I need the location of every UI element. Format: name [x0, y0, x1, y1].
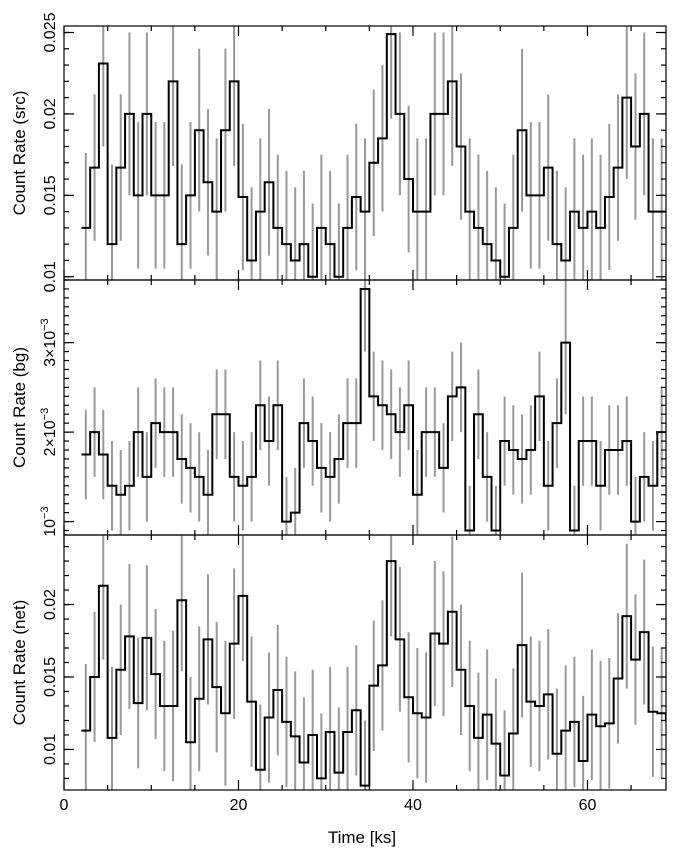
error-bars-src [84, 26, 663, 280]
y-tick-label: 0.015 [42, 175, 59, 215]
x-tick-label: 0 [60, 797, 69, 814]
x-tick-label: 40 [404, 797, 422, 814]
y-axis-label-bg: Count Rate (bg) [10, 347, 29, 468]
x-axis-label: Time [ks] [328, 828, 396, 847]
step-histogram-bg [81, 287, 666, 532]
x-tick-label: 20 [230, 797, 248, 814]
x-tick-label: 60 [579, 797, 597, 814]
y-tick-label: 0.01 [42, 261, 59, 292]
y-tick-label: 0.025 [42, 12, 59, 52]
y-tick-label: 2×10−3 [39, 408, 59, 457]
step-histogram-src [81, 33, 666, 278]
y-tick-label: 0.02 [42, 98, 59, 129]
y-tick-label: 0.01 [42, 734, 59, 765]
y-tick-label: 10−3 [39, 506, 59, 536]
y-tick-label: 0.015 [42, 657, 59, 697]
y-axis-label-net: Count Rate (net) [10, 600, 29, 726]
step-histogram-net [81, 560, 666, 787]
panel-bg: 10−3 2×10−3 3×10−3 Count Rate (bg) [10, 279, 667, 537]
y-axis-label-src: Count Rate (src) [10, 91, 29, 216]
y-tick-label: 3×10−3 [39, 318, 59, 367]
panel-net: 0 20 40 60 0.01 0.015 0.02 Count Rate (net) [10, 534, 667, 814]
panels: 0.01 0.015 0.02 0.025 Count Rate (src) 10−3 2×… [10, 12, 667, 814]
panel-src: 0.01 0.015 0.02 0.025 Count Rate (src) [10, 12, 667, 292]
y-tick-label: 0.02 [42, 589, 59, 620]
